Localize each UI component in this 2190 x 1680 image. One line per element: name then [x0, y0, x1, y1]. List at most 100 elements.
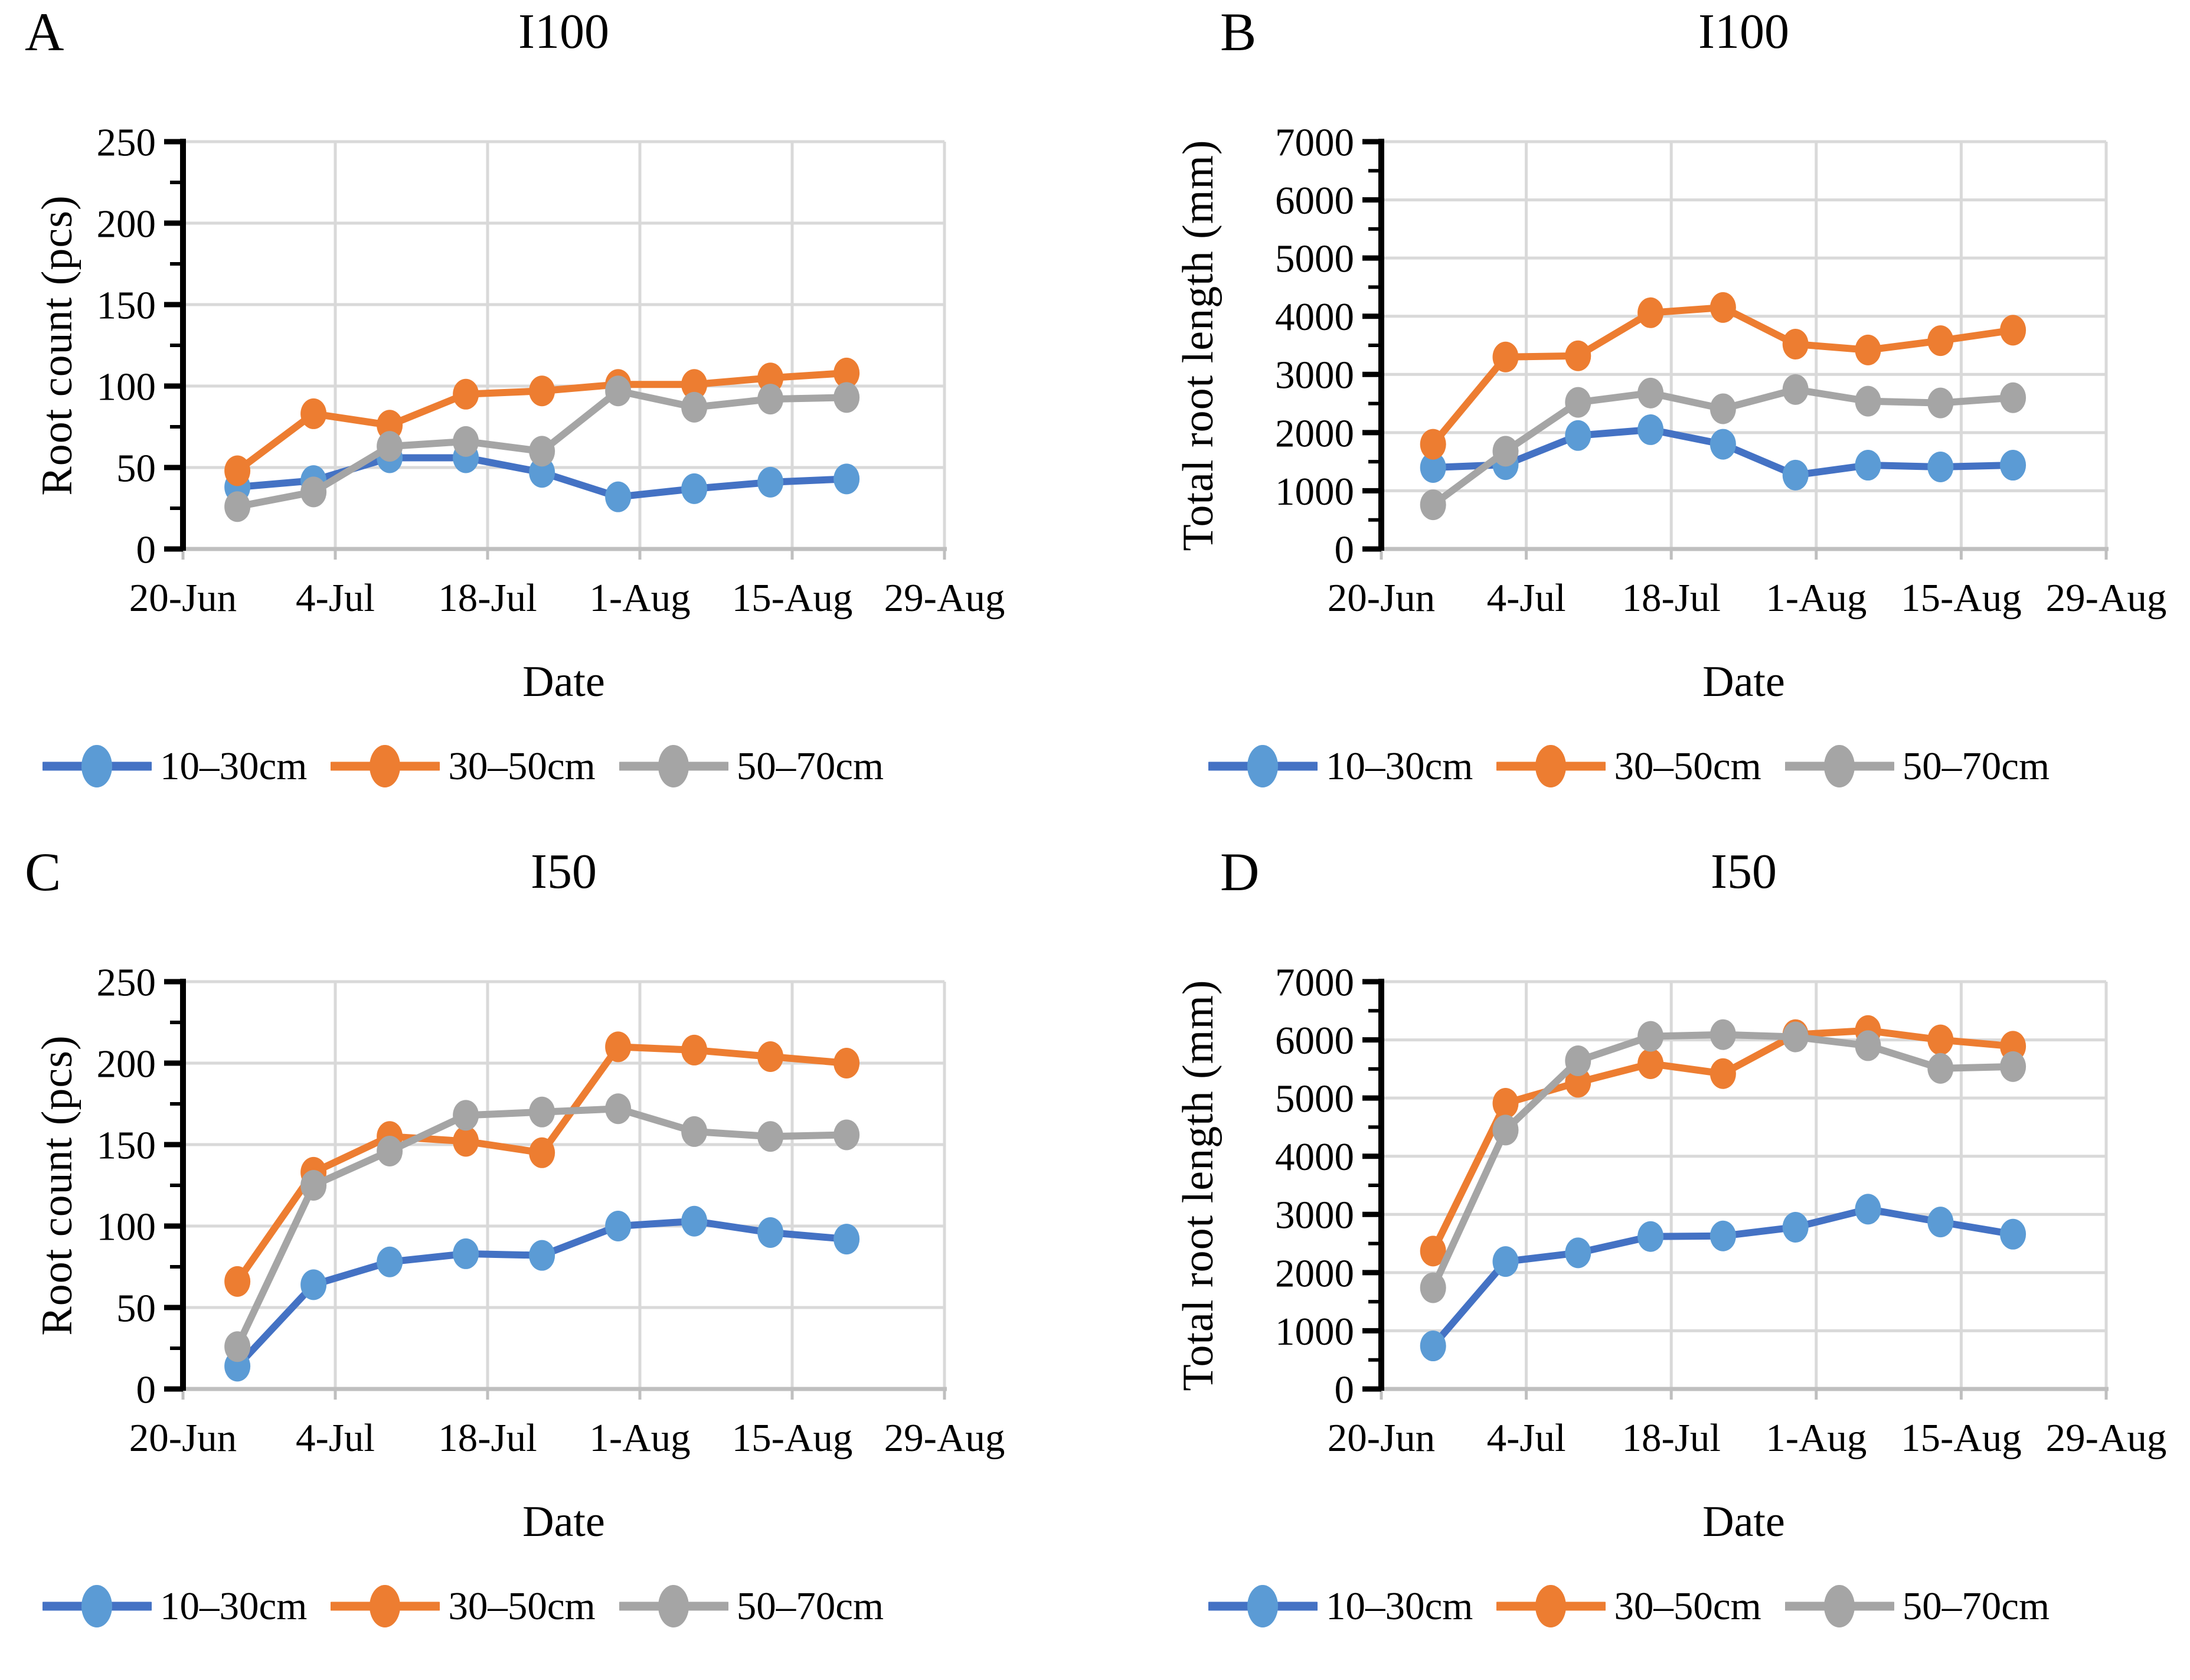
legend-label: 10–30cm: [1326, 1584, 1473, 1628]
legend: 10–30cm 30–50cm 50–70cm: [43, 739, 907, 793]
legend-item: 50–70cm: [619, 739, 884, 793]
series-10-30cm: [1420, 414, 2026, 491]
svg-text:0: 0: [1335, 1368, 1355, 1411]
legend-label: 30–50cm: [1614, 744, 1761, 788]
svg-text:20-Jun: 20-Jun: [1328, 1416, 1435, 1460]
x-axis-title: Date: [522, 1498, 605, 1546]
series-10-30cm: [224, 1205, 860, 1382]
legend-label: 10–30cm: [160, 1584, 308, 1628]
svg-text:29-Aug: 29-Aug: [2046, 1416, 2167, 1460]
svg-text:1000: 1000: [1275, 470, 1354, 514]
svg-text:1-Aug: 1-Aug: [1766, 1416, 1867, 1460]
chart-title: I100: [1698, 4, 1789, 59]
svg-text:0: 0: [1335, 528, 1355, 571]
legend-marker-10-30cm-icon: [1208, 1585, 1318, 1627]
legend-marker-50-70cm-icon: [619, 745, 728, 787]
svg-text:100: 100: [97, 1205, 156, 1248]
svg-text:29-Aug: 29-Aug: [2046, 576, 2167, 620]
svg-text:0: 0: [136, 1368, 156, 1411]
svg-text:50: 50: [116, 1286, 156, 1330]
legend-item: 50–70cm: [1784, 1579, 2050, 1633]
legend-label: 50–70cm: [736, 744, 884, 788]
legend-marker-30-50cm-icon: [1496, 1585, 1606, 1627]
svg-text:20-Jun: 20-Jun: [129, 576, 237, 620]
svg-text:18-Jul: 18-Jul: [1622, 576, 1721, 620]
panel-d-i50-root-length: D I50 Total root length (mm) 0 1000 2000 30…: [1095, 840, 2190, 1680]
legend-marker-10-30cm-icon: [43, 745, 152, 787]
legend-marker-10-30cm-icon: [43, 1585, 152, 1627]
panel-letter: B: [1220, 2, 1257, 62]
chart-title: I50: [1711, 844, 1777, 899]
svg-text:200: 200: [97, 1042, 156, 1086]
line-chart: 0 50 100 150 200 250 20-Jun 4-Jul 18-Jul 1-Aug 15-…: [97, 960, 1005, 1460]
chart-title: I50: [531, 844, 597, 899]
line-chart: 0 1000 2000 3000 4000 5000 6000 7000 20-Jun 4-Jul…: [1275, 120, 2167, 620]
svg-text:7000: 7000: [1275, 960, 1354, 1004]
legend-marker-10-30cm-icon: [1208, 745, 1318, 787]
series-10-30cm: [1420, 1194, 2026, 1362]
svg-text:4-Jul: 4-Jul: [1487, 576, 1566, 620]
svg-text:1-Aug: 1-Aug: [1766, 576, 1867, 620]
legend-item: 50–70cm: [619, 1579, 884, 1633]
svg-text:15-Aug: 15-Aug: [1901, 1416, 2022, 1460]
svg-text:29-Aug: 29-Aug: [884, 1416, 1005, 1460]
series-50-70cm: [224, 375, 860, 522]
svg-text:1-Aug: 1-Aug: [589, 1416, 690, 1460]
svg-text:150: 150: [97, 1123, 156, 1167]
legend: 10–30cm 30–50cm 50–70cm: [1208, 1579, 2073, 1633]
legend-item: 30–50cm: [331, 1579, 596, 1633]
panel-letter: A: [25, 2, 64, 62]
legend-label: 50–70cm: [1902, 744, 2050, 788]
svg-text:200: 200: [97, 202, 156, 246]
legend: 10–30cm 30–50cm 50–70cm: [1208, 739, 2073, 793]
legend-label: 30–50cm: [448, 1584, 596, 1628]
svg-text:18-Jul: 18-Jul: [438, 1416, 537, 1460]
svg-text:2000: 2000: [1275, 411, 1354, 455]
svg-text:7000: 7000: [1275, 120, 1354, 164]
legend-marker-30-50cm-icon: [331, 745, 440, 787]
svg-text:3000: 3000: [1275, 354, 1354, 397]
svg-text:6000: 6000: [1275, 179, 1354, 223]
svg-text:5000: 5000: [1275, 237, 1354, 281]
legend-label: 50–70cm: [736, 1584, 884, 1628]
svg-text:6000: 6000: [1275, 1019, 1354, 1063]
legend-label: 50–70cm: [1902, 1584, 2050, 1628]
legend-marker-30-50cm-icon: [331, 1585, 440, 1627]
legend-item: 10–30cm: [1208, 739, 1473, 793]
legend-marker-50-70cm-icon: [1784, 1585, 1894, 1627]
legend-item: 30–50cm: [331, 739, 596, 793]
x-axis-title: Date: [522, 658, 605, 706]
svg-text:4000: 4000: [1275, 295, 1354, 339]
legend-label: 10–30cm: [160, 744, 308, 788]
svg-text:0: 0: [136, 528, 156, 571]
svg-text:5000: 5000: [1275, 1077, 1354, 1121]
legend-marker-50-70cm-icon: [1784, 745, 1894, 787]
line-chart: 0 50 100 150 200 250 20-Jun 4-Jul 18-Jul 1-Aug 15-…: [97, 120, 1005, 620]
legend: 10–30cm 30–50cm 50–70cm: [43, 1579, 907, 1633]
series-50-70cm: [224, 1093, 860, 1362]
legend-label: 30–50cm: [448, 744, 596, 788]
svg-text:15-Aug: 15-Aug: [1901, 576, 2022, 620]
x-axis-title: Date: [1702, 658, 1785, 706]
svg-text:100: 100: [97, 365, 156, 408]
svg-text:15-Aug: 15-Aug: [732, 1416, 853, 1460]
svg-text:4-Jul: 4-Jul: [296, 576, 375, 620]
legend-item: 30–50cm: [1496, 1579, 1761, 1633]
svg-text:150: 150: [97, 283, 156, 327]
chart-title: I100: [518, 4, 609, 59]
legend-item: 50–70cm: [1784, 739, 2050, 793]
legend-item: 10–30cm: [43, 1579, 307, 1633]
svg-text:20-Jun: 20-Jun: [1328, 576, 1435, 620]
x-axis-title: Date: [1702, 1498, 1785, 1546]
svg-text:15-Aug: 15-Aug: [732, 576, 853, 620]
svg-text:250: 250: [97, 120, 156, 164]
svg-text:18-Jul: 18-Jul: [1622, 1416, 1721, 1460]
svg-text:20-Jun: 20-Jun: [129, 1416, 237, 1460]
panel-c-i50-root-count: C I50 Root count (pcs) 0 50 100 150 200 250 20…: [0, 840, 1095, 1680]
series-50-70cm: [1420, 374, 2026, 521]
legend-label: 30–50cm: [1614, 1584, 1761, 1628]
svg-text:29-Aug: 29-Aug: [884, 576, 1005, 620]
line-chart: 0 1000 2000 3000 4000 5000 6000 7000 20-Jun 4-Jul…: [1275, 960, 2167, 1460]
svg-text:1-Aug: 1-Aug: [589, 576, 690, 620]
panel-b-i100-root-length: B I100 Total root length (mm) 0 1000 2000 3…: [1095, 0, 2190, 840]
